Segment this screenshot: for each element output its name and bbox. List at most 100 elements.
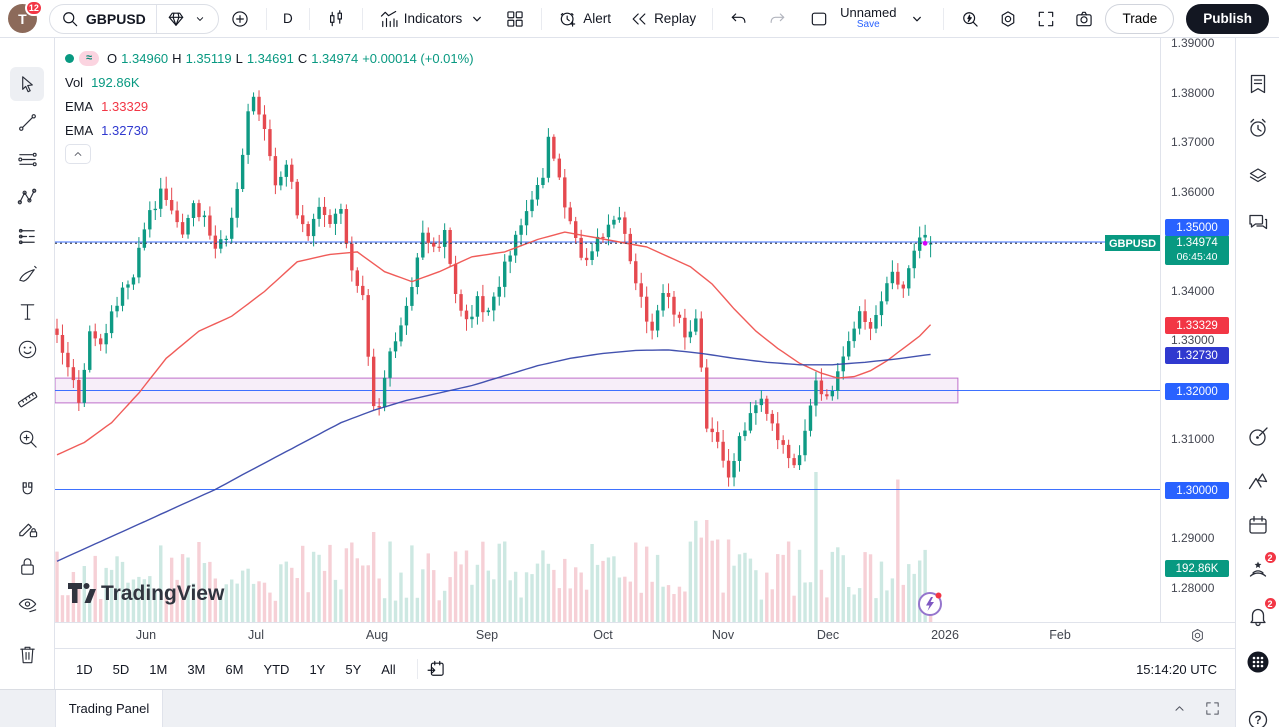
- range-1y-button[interactable]: 1Y: [302, 657, 332, 682]
- high-label: H: [172, 50, 182, 66]
- price-axis[interactable]: 1.34974 06:45:40 1.39000 1.38000 1.37000 1.…: [1160, 36, 1235, 622]
- symbol-name: GBPUSD: [85, 10, 146, 27]
- price-level-badge[interactable]: 192.86K: [1165, 560, 1229, 577]
- open-label: O: [107, 50, 118, 66]
- sidebar-target-icon[interactable]: [1241, 420, 1275, 454]
- interval-button[interactable]: D: [276, 7, 300, 30]
- svg-text:TradingView: TradingView: [101, 582, 225, 605]
- sidebar-streams-icon[interactable]: 2: [1241, 550, 1278, 586]
- sidebar-watchlist-icon[interactable]: [1241, 67, 1275, 101]
- indicators-button[interactable]: Indicators: [372, 5, 495, 33]
- trade-button[interactable]: Trade: [1105, 3, 1175, 34]
- tool-xabcd[interactable]: [10, 180, 44, 214]
- ema-fast-line[interactable]: [56, 231, 932, 456]
- sidebar-ideas-icon[interactable]: [1241, 464, 1275, 498]
- range-1m-button[interactable]: 1M: [142, 657, 174, 682]
- indicators-icon: [379, 9, 399, 29]
- price-tick: 1.36000: [1171, 185, 1215, 199]
- tool-cursor[interactable]: [10, 67, 44, 101]
- sidebar-chat-icon[interactable]: [1241, 205, 1275, 239]
- tool-ruler[interactable]: [10, 382, 44, 416]
- close-value: 1.34974: [311, 50, 359, 66]
- compare-add-button[interactable]: [223, 5, 257, 33]
- tool-h-lines[interactable]: [10, 142, 44, 176]
- tool-text-tool[interactable]: [10, 294, 44, 328]
- range-1d-button[interactable]: 1D: [69, 657, 100, 682]
- chevron-up-icon: [71, 147, 85, 161]
- layout-name-button[interactable]: Unnamed Save: [840, 6, 896, 30]
- redo-button[interactable]: [760, 5, 794, 33]
- tool-trend-line[interactable]: [10, 105, 44, 139]
- sidebar-layers-icon[interactable]: [1241, 158, 1275, 192]
- sidebar-calendar-icon[interactable]: [1241, 508, 1275, 542]
- price-level-badge[interactable]: 1.32000: [1165, 383, 1229, 400]
- symbol-search-button[interactable]: GBPUSD: [50, 9, 156, 29]
- sidebar-help-icon[interactable]: ?: [1241, 703, 1275, 727]
- close-label: C: [297, 50, 308, 66]
- open-value: 1.34960: [121, 50, 169, 66]
- bar-countdown: 06:45:40: [1176, 250, 1218, 263]
- tool-remove-drawings[interactable]: [10, 637, 44, 671]
- panel-collapse-icon[interactable]: [1171, 700, 1188, 717]
- delayed-data-badge[interactable]: ≈: [79, 50, 100, 66]
- volume-value: 192.86K: [91, 74, 140, 90]
- time-axis[interactable]: Jun Jul Aug Sep Oct Nov Dec 2026 Feb: [55, 622, 1235, 648]
- ema-slow-value: 1.32730: [101, 122, 149, 138]
- trading-panel-tab[interactable]: Trading Panel: [55, 690, 163, 727]
- price-level-badge[interactable]: 1.35000: [1165, 219, 1229, 236]
- go-to-date-icon: [426, 659, 446, 679]
- chevron-down-icon: [192, 11, 208, 27]
- chevron-down-icon: [467, 9, 487, 29]
- range-3m-button[interactable]: 3M: [180, 657, 212, 682]
- tool-lock-all[interactable]: [10, 549, 44, 583]
- replay-button[interactable]: Replay: [622, 5, 703, 33]
- quick-search-button[interactable]: [953, 5, 987, 33]
- data-plan-selector[interactable]: [156, 9, 218, 29]
- tool-zoom-in[interactable]: [10, 421, 44, 455]
- tool-draw-lock[interactable]: [10, 511, 44, 545]
- fullscreen-button[interactable]: [1029, 5, 1063, 33]
- range-ytd-button[interactable]: YTD: [256, 657, 296, 682]
- undo-button[interactable]: [722, 5, 756, 33]
- publish-button[interactable]: Publish: [1186, 3, 1269, 34]
- ema-slow-line[interactable]: [56, 349, 931, 562]
- range-5y-button[interactable]: 5Y: [338, 657, 368, 682]
- fullscreen-icon: [1036, 9, 1056, 29]
- user-avatar[interactable]: T 12: [8, 0, 43, 33]
- tool-brush[interactable]: [10, 257, 44, 291]
- range-all-button[interactable]: All: [374, 657, 402, 682]
- layout-select-button[interactable]: [802, 5, 836, 33]
- flash-news-icon[interactable]: [918, 592, 942, 616]
- sidebar-apps-grid-icon[interactable]: [1241, 645, 1275, 679]
- tool-fib[interactable]: [10, 219, 44, 253]
- save-link[interactable]: Save: [856, 19, 880, 31]
- time-tick: Jul: [248, 628, 264, 642]
- layout-menu-caret[interactable]: [900, 5, 934, 33]
- tool-hide-drawings[interactable]: [10, 587, 44, 621]
- alert-button[interactable]: Alert: [551, 5, 618, 33]
- panel-expand-icon[interactable]: [1204, 700, 1221, 717]
- price-level-badge[interactable]: 1.30000: [1165, 482, 1229, 499]
- range-5d-button[interactable]: 5D: [106, 657, 137, 682]
- sidebar-bell-icon[interactable]: 2: [1241, 596, 1278, 632]
- indicator-templates-button[interactable]: [498, 5, 532, 33]
- timezone-clock[interactable]: 15:14:20 UTC: [1136, 661, 1217, 677]
- price-level-badge[interactable]: 1.32730: [1165, 347, 1229, 364]
- tool-magnet[interactable]: [10, 473, 44, 507]
- range-6m-button[interactable]: 6M: [218, 657, 250, 682]
- price-level-badge[interactable]: 1.33329: [1165, 317, 1229, 334]
- go-to-date-button[interactable]: [426, 659, 446, 679]
- current-price-badge[interactable]: 1.34974 06:45:40: [1165, 235, 1229, 265]
- axis-settings-gear-icon[interactable]: [1189, 627, 1206, 644]
- change-value: +0.00014 (+0.01%): [362, 50, 474, 66]
- tool-emoji[interactable]: [10, 332, 44, 366]
- sidebar-alarm-icon[interactable]: [1241, 111, 1275, 145]
- chart-type-button[interactable]: [319, 5, 353, 33]
- settings-button[interactable]: [991, 5, 1025, 33]
- layout-name: Unnamed: [840, 5, 897, 21]
- snapshot-button[interactable]: [1067, 5, 1101, 33]
- price-chart[interactable]: TradingView GBPUSD: [55, 38, 1160, 622]
- low-value: 1.34691: [246, 50, 294, 66]
- legend-collapse-button[interactable]: [65, 144, 91, 164]
